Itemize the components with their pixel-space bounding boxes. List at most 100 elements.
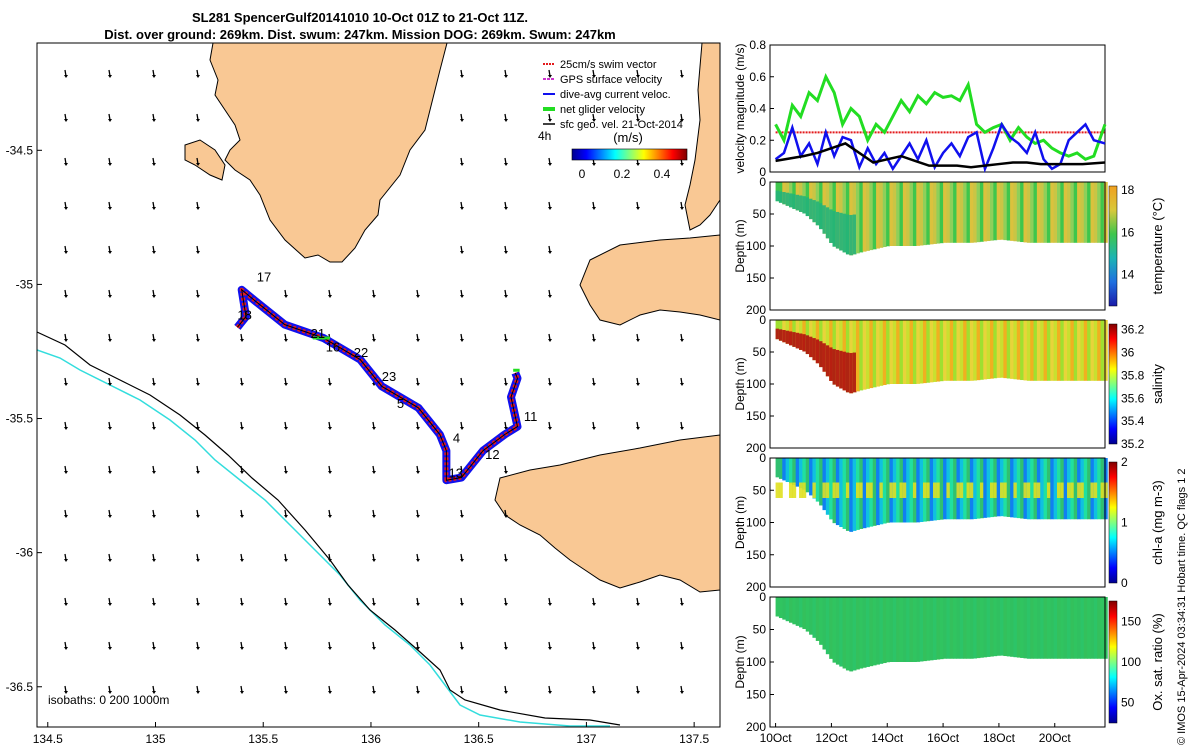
velocity-arrow bbox=[548, 377, 552, 386]
velocity-arrow bbox=[636, 113, 640, 122]
velocity-arrow bbox=[372, 509, 376, 518]
section-column bbox=[1103, 320, 1108, 381]
section-column bbox=[929, 458, 934, 521]
velocity-arrow bbox=[240, 509, 244, 518]
section-feature bbox=[795, 332, 800, 349]
section-column bbox=[882, 597, 887, 664]
section-feature bbox=[866, 482, 870, 498]
section-feature bbox=[785, 330, 790, 344]
section-column bbox=[929, 597, 934, 661]
section-column bbox=[1050, 458, 1055, 520]
velocity-arrow bbox=[504, 509, 508, 518]
section-column bbox=[1016, 320, 1021, 380]
section-column bbox=[902, 320, 907, 384]
velocity-arrow bbox=[240, 421, 244, 430]
day-label: 21 bbox=[311, 326, 325, 341]
section-column bbox=[906, 182, 911, 246]
section-feature bbox=[799, 195, 803, 212]
section-feature bbox=[1046, 482, 1051, 498]
velocity-arrow bbox=[64, 113, 68, 122]
x-tick-label: 10Oct bbox=[760, 731, 793, 745]
section-column bbox=[855, 320, 860, 392]
velocity-arrow bbox=[504, 641, 508, 650]
section-column bbox=[983, 597, 988, 658]
section-feature bbox=[979, 482, 984, 498]
isobath-200m bbox=[37, 349, 610, 727]
velocity-arrow bbox=[284, 597, 288, 606]
x-tick-label: 136 bbox=[361, 732, 381, 746]
velocity-arrow bbox=[152, 465, 156, 474]
section-column bbox=[1080, 182, 1085, 243]
velocity-arrow bbox=[416, 289, 420, 298]
section-column bbox=[876, 597, 880, 665]
section-column bbox=[949, 182, 954, 243]
section-feature bbox=[802, 196, 807, 214]
y-tick-label: 100 bbox=[746, 377, 766, 391]
velocity-arrow bbox=[460, 245, 464, 254]
section-column bbox=[1010, 182, 1014, 241]
section-column bbox=[879, 597, 884, 664]
section-column bbox=[1087, 182, 1091, 243]
velocity-arrow bbox=[240, 553, 244, 562]
section-column bbox=[933, 320, 937, 382]
velocity-arrow bbox=[504, 465, 508, 474]
velocity-arrow bbox=[548, 421, 552, 430]
section-column bbox=[1083, 182, 1088, 243]
velocity-arrow bbox=[460, 597, 464, 606]
velocity-arrow bbox=[460, 113, 464, 122]
velocity-arrow bbox=[108, 69, 112, 78]
section-column bbox=[1030, 182, 1035, 243]
section-column bbox=[1043, 458, 1048, 520]
section-column bbox=[966, 597, 971, 659]
section-feature bbox=[782, 192, 787, 205]
section-column bbox=[1060, 597, 1065, 659]
section-feature bbox=[1026, 482, 1031, 498]
y-tick-label: 0.4 bbox=[749, 102, 766, 116]
legend-label: dive-avg current veloc. bbox=[560, 89, 671, 101]
velocity-arrow bbox=[328, 421, 332, 430]
velocity-arrow bbox=[108, 245, 112, 254]
section-column bbox=[919, 597, 924, 662]
velocity-arrow bbox=[460, 421, 464, 430]
velocity-arrow bbox=[196, 509, 200, 518]
velocity-arrow bbox=[636, 685, 640, 694]
day-label: 12 bbox=[485, 447, 499, 462]
section-feature bbox=[788, 482, 793, 498]
section-feature bbox=[989, 482, 994, 498]
velocity-arrow bbox=[284, 421, 288, 430]
section-column bbox=[919, 320, 924, 384]
section-feature bbox=[842, 213, 847, 253]
section-column bbox=[1030, 320, 1035, 381]
section-column bbox=[953, 182, 957, 243]
section-column bbox=[795, 458, 800, 487]
section-column bbox=[1103, 182, 1108, 243]
section-column bbox=[953, 597, 957, 659]
section-column bbox=[886, 320, 890, 385]
velocity-arrow bbox=[548, 245, 552, 254]
section-column bbox=[1006, 320, 1011, 379]
section-column bbox=[1030, 597, 1035, 659]
section-feature bbox=[889, 482, 894, 498]
velocity-arrow bbox=[372, 553, 376, 562]
section-feature bbox=[1077, 482, 1081, 498]
section-column bbox=[946, 597, 951, 659]
velocity-arrow bbox=[284, 509, 288, 518]
section-column bbox=[1040, 320, 1045, 381]
section-column bbox=[963, 320, 968, 381]
velocity-arrow bbox=[240, 333, 244, 342]
section-feature bbox=[775, 482, 780, 498]
velocity-arrow bbox=[108, 641, 112, 650]
section-column bbox=[882, 182, 887, 248]
section-feature bbox=[795, 194, 800, 211]
section-column bbox=[835, 597, 840, 665]
velocity-arrow bbox=[636, 421, 640, 430]
velocity-arrow bbox=[152, 421, 156, 430]
y-tick-label: 200 bbox=[746, 580, 766, 594]
velocity-arrow bbox=[328, 641, 332, 650]
velocity-arrow bbox=[196, 377, 200, 386]
velocity-arrow bbox=[504, 69, 508, 78]
velocity-arrow bbox=[548, 685, 552, 694]
day-label: 13 bbox=[449, 466, 463, 481]
legend-label: 25cm/s swim vector bbox=[560, 59, 657, 71]
